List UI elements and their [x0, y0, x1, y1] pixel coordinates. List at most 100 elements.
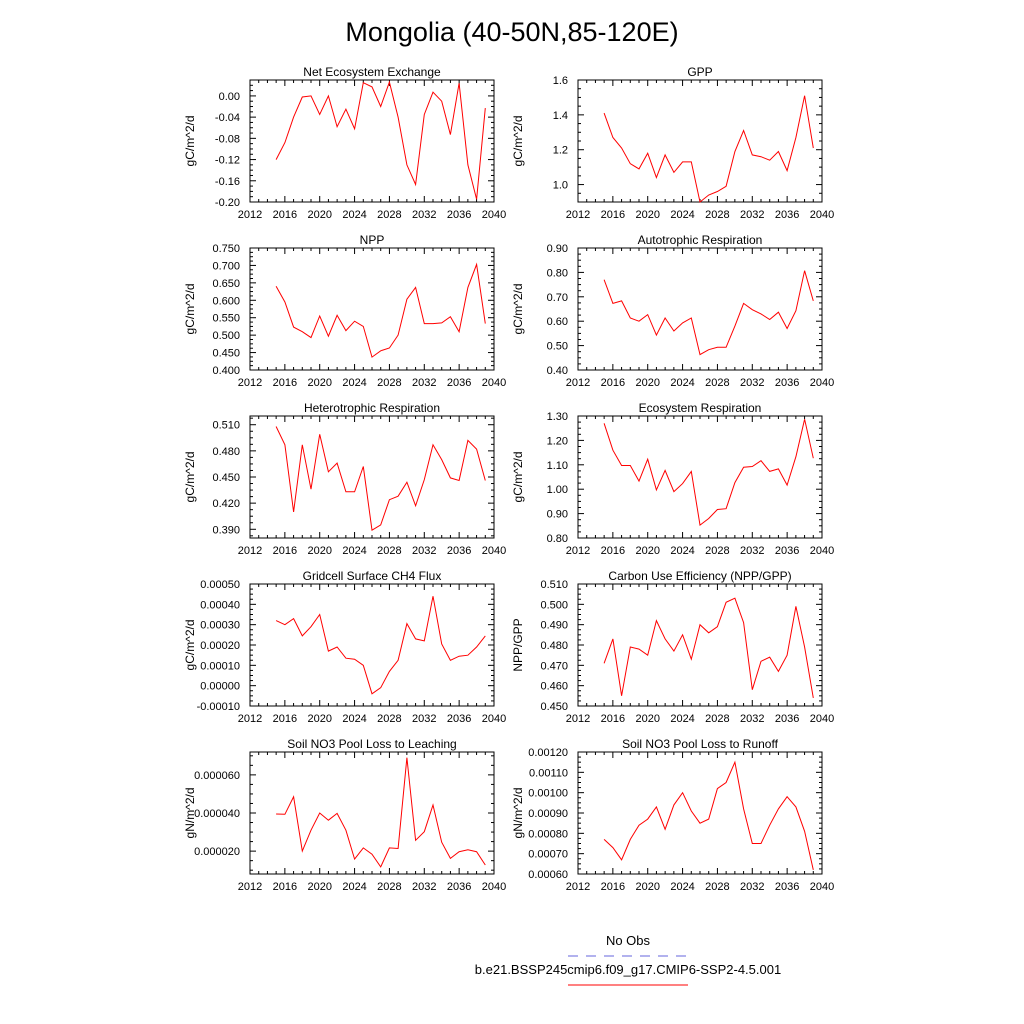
x-tick-label: 2012	[238, 545, 262, 557]
x-tick-label: 2036	[447, 377, 471, 389]
y-tick-label: 0.470	[540, 660, 568, 672]
y-axis-label: gC/m^2/d	[183, 116, 197, 167]
y-tick-label: 1.2	[553, 145, 568, 157]
y-tick-label: -0.16	[215, 176, 240, 188]
series-line	[603, 419, 814, 527]
x-tick-label: 2020	[307, 209, 331, 221]
x-tick-label: 2028	[705, 713, 729, 725]
plot-frame	[249, 247, 495, 371]
legend-obs-label: No Obs	[606, 933, 651, 948]
panel-title: Autotrophic Respiration	[638, 233, 763, 247]
x-tick-label: 2028	[377, 209, 401, 221]
x-tick-label: 2012	[238, 209, 262, 221]
y-tick-label: 0.400	[212, 365, 240, 377]
y-tick-label: 0.390	[212, 524, 240, 536]
panel-title: Soil NO3 Pool Loss to Runoff	[622, 737, 779, 751]
y-tick-label: 1.10	[547, 460, 568, 472]
y-tick-label: 0.500	[212, 330, 240, 342]
y-tick-label: 0.90	[547, 509, 568, 521]
chart-panel: NPP gC/m^2/d 2012 2016 2020 2024 2028 2032 2036 2…	[183, 233, 506, 389]
y-tick-label: 0.480	[212, 446, 240, 458]
x-tick-label: 2020	[635, 545, 659, 557]
y-axis-label: gN/m^2/d	[183, 788, 197, 839]
x-tick-label: 2036	[447, 545, 471, 557]
y-tick-label: -0.00010	[197, 701, 240, 713]
x-tick-label: 2040	[810, 713, 834, 725]
y-tick-label: 0.450	[212, 348, 240, 360]
x-tick-label: 2016	[273, 713, 297, 725]
panel-grid: Net Ecosystem Exchange gC/m^2/d 2012 2016 20…	[183, 65, 834, 893]
chart-panel: Carbon Use Efficiency (NPP/GPP) NPP/GPP 20…	[511, 569, 834, 725]
y-tick-label: 0.510	[540, 579, 568, 591]
x-tick-label: 2028	[377, 545, 401, 557]
series-line	[603, 270, 814, 356]
x-tick-label: 2032	[740, 881, 764, 893]
y-tick-label: 0.700	[212, 260, 240, 272]
x-tick-label: 2024	[670, 713, 694, 725]
x-tick-label: 2036	[775, 377, 799, 389]
y-tick-label: 0.00020	[200, 640, 240, 652]
plot-frame	[577, 247, 823, 371]
y-tick-label: 0.90	[547, 243, 568, 255]
x-tick-label: 2024	[670, 209, 694, 221]
panel-title: Gridcell Surface CH4 Flux	[303, 569, 442, 583]
x-tick-label: 2024	[670, 545, 694, 557]
y-tick-label: 0.000020	[194, 846, 240, 858]
y-tick-label: 0.60	[547, 316, 568, 328]
y-tick-label: -0.20	[215, 197, 240, 209]
y-tick-label: 0.450	[540, 701, 568, 713]
x-tick-label: 2024	[342, 209, 366, 221]
x-tick-label: 2016	[273, 377, 297, 389]
series-line	[275, 596, 486, 695]
x-tick-label: 2012	[566, 713, 590, 725]
y-tick-label: 0.000040	[194, 808, 240, 820]
x-tick-label: 2016	[601, 881, 625, 893]
chart-panel: GPP gC/m^2/d 2012 2016 2020 2024 2028 2032 2036 2…	[511, 65, 834, 221]
y-tick-label: -0.12	[215, 155, 240, 167]
x-tick-label: 2016	[273, 881, 297, 893]
x-tick-label: 2032	[740, 209, 764, 221]
y-axis-label: NPP/GPP	[511, 618, 525, 671]
x-tick-label: 2020	[635, 881, 659, 893]
y-tick-label: 0.650	[212, 278, 240, 290]
series-line	[275, 80, 486, 200]
series-line	[603, 95, 814, 203]
y-tick-label: 0.00100	[528, 788, 568, 800]
chart-panel: Net Ecosystem Exchange gC/m^2/d 2012 2016 20…	[183, 65, 506, 221]
y-axis-label: gC/m^2/d	[511, 284, 525, 335]
x-tick-label: 2040	[482, 713, 506, 725]
panel-title: Net Ecosystem Exchange	[303, 65, 441, 79]
y-tick-label: 0.000060	[194, 770, 240, 782]
x-tick-label: 2020	[307, 881, 331, 893]
x-tick-label: 2040	[810, 545, 834, 557]
x-tick-label: 2020	[307, 377, 331, 389]
y-tick-label: 0.460	[540, 681, 568, 693]
y-tick-label: 1.4	[553, 110, 568, 122]
x-tick-label: 2024	[342, 713, 366, 725]
chart-panel: Soil NO3 Pool Loss to Leaching gN/m^2/d 20…	[183, 737, 506, 893]
x-tick-label: 2024	[342, 545, 366, 557]
x-tick-label: 2028	[377, 713, 401, 725]
chart-panel: Ecosystem Respiration gC/m^2/d 2012 2016 202…	[511, 401, 834, 557]
panel-title: Carbon Use Efficiency (NPP/GPP)	[608, 569, 791, 583]
x-tick-label: 2016	[601, 377, 625, 389]
y-tick-label: 0.00050	[200, 579, 240, 591]
series-line	[276, 757, 486, 868]
plot-frame	[249, 415, 495, 539]
series-line	[275, 262, 486, 358]
y-tick-label: 0.00080	[528, 828, 568, 840]
y-tick-label: 0.50	[547, 341, 568, 353]
series-line	[603, 760, 814, 871]
y-tick-label: 0.550	[212, 313, 240, 325]
plot-frame	[577, 79, 823, 203]
y-tick-label: 0.510	[212, 420, 240, 432]
y-tick-label: 0.480	[540, 640, 568, 652]
x-tick-label: 2024	[342, 377, 366, 389]
x-tick-label: 2032	[740, 377, 764, 389]
x-tick-label: 2020	[307, 545, 331, 557]
x-tick-label: 2028	[377, 377, 401, 389]
x-tick-label: 2040	[482, 209, 506, 221]
y-tick-label: 1.6	[553, 75, 568, 87]
y-tick-label: 0.00040	[200, 599, 240, 611]
x-tick-label: 2016	[601, 209, 625, 221]
